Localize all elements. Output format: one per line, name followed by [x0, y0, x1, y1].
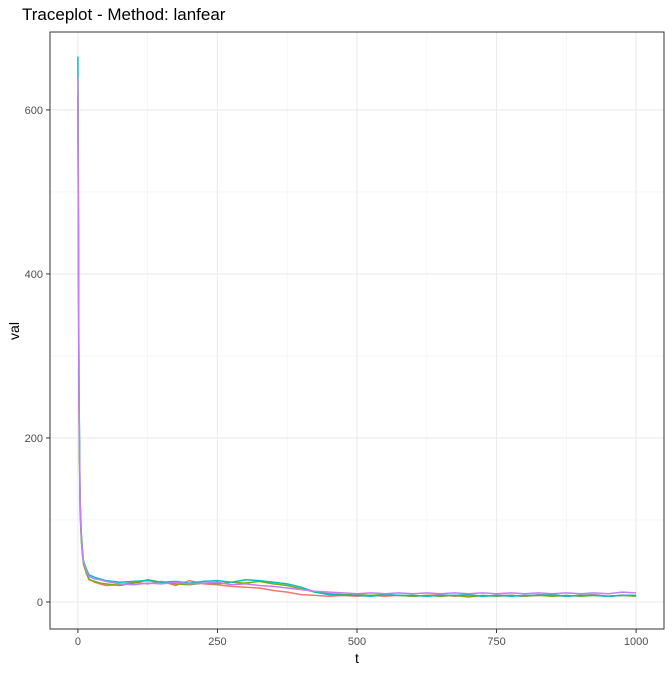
x-tick-label: 0 — [75, 636, 81, 648]
x-tick-label: 250 — [208, 636, 226, 648]
series-line-2 — [77, 101, 637, 598]
y-tick-label: 0 — [37, 597, 43, 609]
x-tick-label: 500 — [348, 636, 366, 648]
x-axis-label: t — [355, 650, 359, 666]
series-line-3 — [77, 56, 637, 597]
x-tick-label: 1000 — [624, 636, 648, 648]
y-tick-label: 200 — [25, 433, 43, 445]
chart-title: Traceplot - Method: lanfear — [22, 5, 226, 24]
series-line-4 — [77, 77, 637, 595]
y-tick-label: 600 — [25, 105, 43, 117]
y-tick-label: 400 — [25, 269, 43, 281]
x-tick-label: 750 — [487, 636, 505, 648]
y-axis-label: val — [6, 322, 22, 340]
